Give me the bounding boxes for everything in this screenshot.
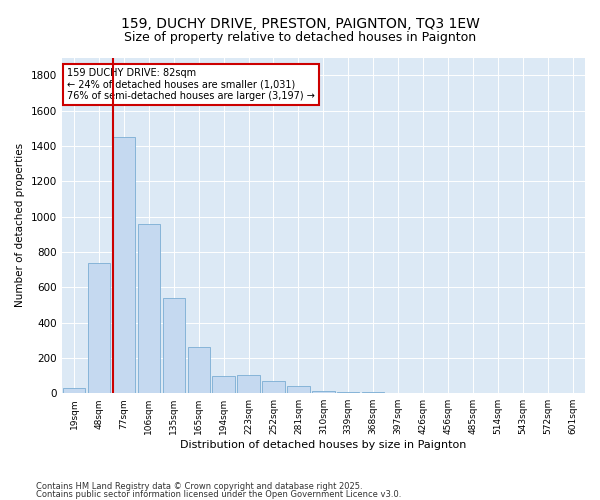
Y-axis label: Number of detached properties: Number of detached properties <box>15 144 25 308</box>
Text: Contains HM Land Registry data © Crown copyright and database right 2025.: Contains HM Land Registry data © Crown c… <box>36 482 362 491</box>
Bar <box>163 298 185 393</box>
Bar <box>212 376 235 393</box>
Bar <box>113 137 135 393</box>
Bar <box>387 392 409 393</box>
X-axis label: Distribution of detached houses by size in Paignton: Distribution of detached houses by size … <box>180 440 467 450</box>
Bar <box>63 388 85 393</box>
Bar <box>238 374 260 393</box>
Text: 159, DUCHY DRIVE, PRESTON, PAIGNTON, TQ3 1EW: 159, DUCHY DRIVE, PRESTON, PAIGNTON, TQ3… <box>121 18 479 32</box>
Text: Size of property relative to detached houses in Paignton: Size of property relative to detached ho… <box>124 31 476 44</box>
Bar <box>88 264 110 393</box>
Bar <box>262 381 285 393</box>
Bar <box>362 392 385 393</box>
Bar <box>337 392 359 393</box>
Text: 159 DUCHY DRIVE: 82sqm
← 24% of detached houses are smaller (1,031)
76% of semi-: 159 DUCHY DRIVE: 82sqm ← 24% of detached… <box>67 68 315 101</box>
Bar <box>287 386 310 393</box>
Text: Contains public sector information licensed under the Open Government Licence v3: Contains public sector information licen… <box>36 490 401 499</box>
Bar <box>188 348 210 393</box>
Bar <box>137 224 160 393</box>
Bar <box>312 390 335 393</box>
